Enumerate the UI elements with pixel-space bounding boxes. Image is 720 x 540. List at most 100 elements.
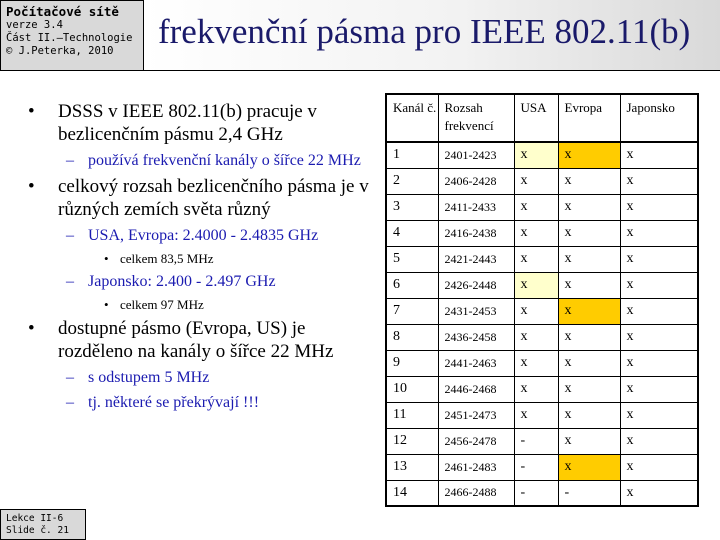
title-bar: frekvenční pásma pro IEEE 802.11(b) — [144, 0, 720, 71]
table-row: 14 2466-2488 - - x — [385, 479, 699, 507]
slide-number: Slide č. 21 — [6, 525, 69, 536]
bullet-text: dostupné pásmo (Evropa, US) je rozděleno… — [58, 318, 334, 362]
cell-japan: x — [619, 479, 699, 507]
dash-icon: – — [66, 227, 74, 244]
small-bullet-icon: • — [104, 251, 109, 266]
bullet-item: • celkový rozsah bezlicenčního pásma je v… — [26, 175, 371, 221]
cell-japan: x — [619, 219, 699, 247]
table-row: 10 2446-2468 x x x — [385, 375, 699, 403]
cell-range: 2411-2433 — [437, 193, 515, 221]
sub-bullet-item: – Japonsko: 2.400 - 2.497 GHz — [26, 271, 371, 292]
cell-range: 2406-2428 — [437, 167, 515, 195]
table-row: 13 2461-2483 - x x — [385, 453, 699, 481]
sub-sub-bullet-text: celkem 97 MHz — [120, 297, 204, 312]
table-row: 5 2421-2443 x x x — [385, 245, 699, 273]
cell-europe: x — [557, 427, 621, 455]
cell-europe: x — [557, 167, 621, 195]
cell-channel: 12 — [385, 427, 439, 455]
slide-footer: Lekce II-6 Slide č. 21 — [0, 509, 86, 540]
cell-usa: x — [513, 401, 559, 429]
sub-bullet-text: tj. některé se překrývají !!! — [88, 394, 260, 411]
cell-usa: x — [513, 375, 559, 403]
channel-table: Kanál č. Rozsah frekvencí USA Evropa Jap… — [385, 93, 699, 507]
cell-usa: x — [513, 297, 559, 325]
sub-bullet-text: Japonsko: 2.400 - 2.497 GHz — [88, 273, 276, 290]
header-japan: Japonsko — [619, 93, 699, 143]
cell-range: 2456-2478 — [437, 427, 515, 455]
course-name: Počítačové sítě — [6, 4, 119, 19]
bullet-icon: • — [28, 101, 35, 122]
sub-sub-bullet-text: celkem 83,5 MHz — [120, 251, 214, 266]
sub-bullet-text: používá frekvenční kanály o šířce 22 MHz — [88, 152, 361, 169]
cell-japan: x — [619, 193, 699, 221]
bullet-item: • DSSS v IEEE 802.11(b) pracuje v bezlice… — [26, 100, 371, 146]
sub-bullet-text: s odstupem 5 MHz — [88, 369, 210, 386]
cell-channel: 13 — [385, 453, 439, 481]
sub-sub-bullet-item: • celkem 83,5 MHz — [26, 250, 371, 267]
table-row: 3 2411-2433 x x x — [385, 193, 699, 221]
cell-europe: - — [557, 479, 621, 507]
slide-title: frekvenční pásma pro IEEE 802.11(b) — [158, 12, 691, 51]
cell-channel: 9 — [385, 349, 439, 377]
cell-japan: x — [619, 453, 699, 481]
header-europe: Evropa — [557, 93, 621, 143]
cell-usa: x — [513, 349, 559, 377]
bullet-list: • DSSS v IEEE 802.11(b) pracuje v bezlice… — [26, 100, 371, 417]
bullet-item: • dostupné pásmo (Evropa, US) je rozdělen… — [26, 317, 371, 363]
cell-channel: 7 — [385, 297, 439, 325]
cell-europe: x — [557, 219, 621, 247]
cell-usa: x — [513, 323, 559, 351]
cell-europe: x — [557, 401, 621, 429]
small-bullet-icon: • — [104, 297, 109, 312]
table-row: 6 2426-2448 x x x — [385, 271, 699, 299]
cell-channel: 1 — [385, 141, 439, 169]
table-row: 2 2406-2428 x x x — [385, 167, 699, 195]
cell-channel: 10 — [385, 375, 439, 403]
cell-usa: - — [513, 453, 559, 481]
cell-europe: x — [557, 349, 621, 377]
course-version: verze 3.4 — [6, 19, 63, 31]
cell-usa: x — [513, 141, 559, 169]
bullet-text: DSSS v IEEE 802.11(b) pracuje v bezlicen… — [58, 101, 317, 145]
header-usa: USA — [513, 93, 559, 143]
bullet-icon: • — [28, 318, 35, 339]
cell-europe: x — [557, 271, 621, 299]
sub-sub-bullet-item: • celkem 97 MHz — [26, 296, 371, 313]
cell-range: 2431-2453 — [437, 297, 515, 325]
cell-japan: x — [619, 375, 699, 403]
cell-range: 2426-2448 — [437, 271, 515, 299]
sub-bullet-item: – USA, Evropa: 2.4000 - 2.4835 GHz — [26, 225, 371, 246]
cell-range: 2466-2488 — [437, 479, 515, 507]
cell-channel: 2 — [385, 167, 439, 195]
cell-channel: 8 — [385, 323, 439, 351]
table-row: 4 2416-2438 x x x — [385, 219, 699, 247]
sub-bullet-item: – používá frekvenční kanály o šířce 22 MH… — [26, 150, 371, 171]
cell-japan: x — [619, 271, 699, 299]
cell-usa: - — [513, 479, 559, 507]
cell-europe: x — [557, 323, 621, 351]
dash-icon: – — [66, 152, 74, 169]
cell-japan: x — [619, 427, 699, 455]
cell-range: 2421-2443 — [437, 245, 515, 273]
cell-range: 2416-2438 — [437, 219, 515, 247]
dash-icon: – — [66, 369, 74, 386]
course-author: © J.Peterka, 2010 — [6, 45, 114, 57]
course-info-box: Počítačové sítě verze 3.4 Část II.–Techn… — [0, 0, 144, 71]
cell-range: 2451-2473 — [437, 401, 515, 429]
cell-usa: x — [513, 193, 559, 221]
dash-icon: – — [66, 273, 74, 290]
cell-usa: x — [513, 271, 559, 299]
cell-usa: x — [513, 219, 559, 247]
header-channel: Kanál č. — [385, 93, 439, 143]
table-header-row: Kanál č. Rozsah frekvencí USA Evropa Jap… — [385, 93, 699, 143]
course-part: Část II.–Technologie — [6, 32, 133, 44]
cell-usa: - — [513, 427, 559, 455]
cell-europe: x — [557, 141, 621, 169]
cell-japan: x — [619, 141, 699, 169]
cell-japan: x — [619, 245, 699, 273]
cell-europe: x — [557, 453, 621, 481]
header-range: Rozsah frekvencí — [437, 93, 515, 143]
cell-europe: x — [557, 245, 621, 273]
cell-channel: 6 — [385, 271, 439, 299]
cell-channel: 4 — [385, 219, 439, 247]
